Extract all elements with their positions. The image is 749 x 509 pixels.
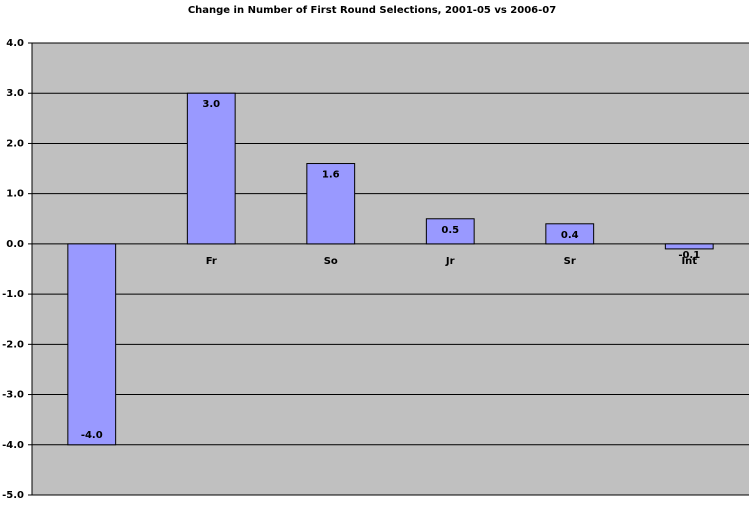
y-tick-label: 0.0	[6, 239, 24, 250]
y-tick-label: -3.0	[2, 390, 24, 401]
bar	[186, 92, 236, 245]
value-label: 1.6	[322, 170, 340, 181]
bar	[545, 223, 595, 245]
value-label: 3.0	[202, 99, 220, 110]
x-tick-label: Int	[681, 256, 697, 267]
x-tick-label: So	[324, 256, 338, 267]
y-tick-label: -2.0	[2, 339, 24, 350]
bar	[67, 243, 117, 446]
y-tick-label: -4.0	[2, 440, 24, 451]
y-tick-label: -1.0	[2, 289, 24, 300]
bar	[306, 163, 356, 245]
x-tick-label: Fr	[206, 256, 217, 267]
plot-area	[32, 43, 749, 495]
y-tick-label: 2.0	[6, 138, 24, 149]
x-tick-label: Jr	[445, 256, 455, 267]
y-tick-label: -5.0	[2, 490, 24, 501]
chart-title: Change in Number of First Round Selectio…	[188, 5, 556, 16]
bar	[425, 218, 475, 245]
value-label: 0.4	[561, 230, 579, 241]
value-label: 0.5	[441, 225, 459, 236]
y-tick-label: 4.0	[6, 38, 24, 49]
value-label: -4.0	[81, 430, 103, 441]
y-tick-label: 1.0	[6, 189, 24, 200]
y-tick-label: 3.0	[6, 88, 24, 99]
bar	[664, 243, 714, 250]
x-tick-label: Sr	[564, 256, 576, 267]
value-label: -0.1	[678, 250, 700, 261]
